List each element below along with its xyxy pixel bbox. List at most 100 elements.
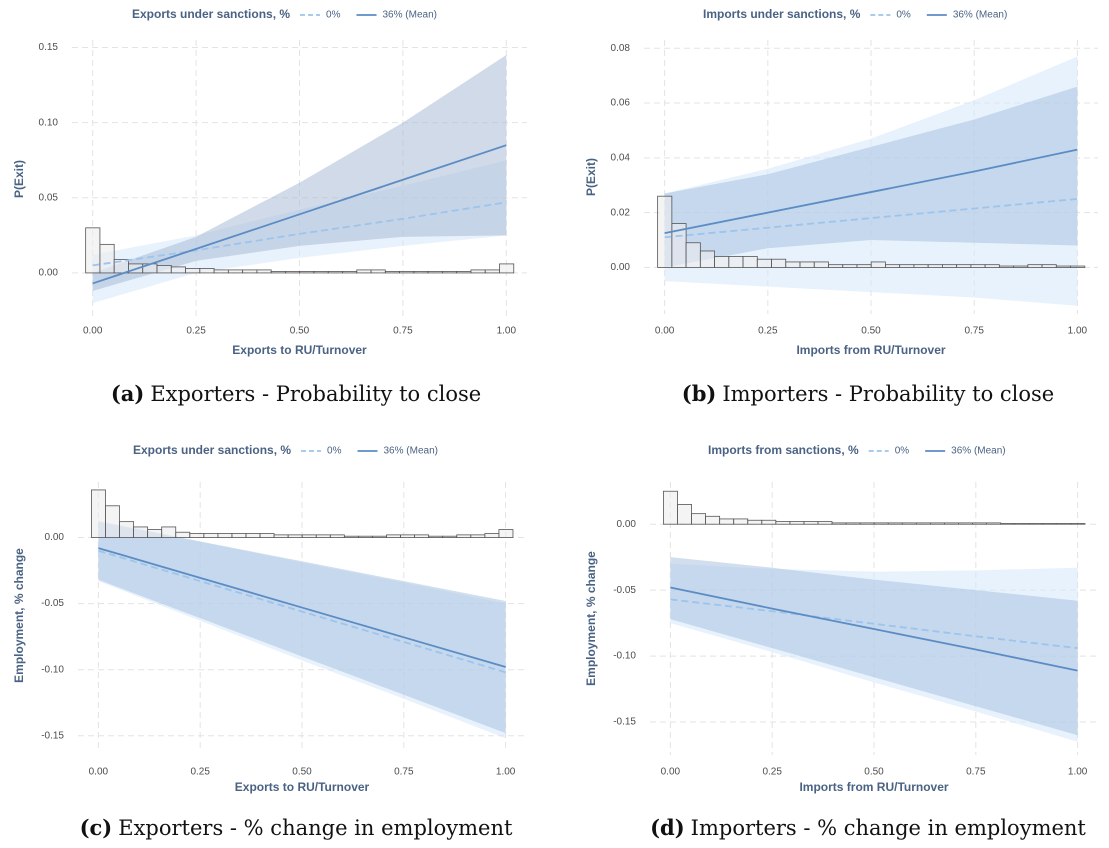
- legend-title: Exports under sanctions, %: [132, 7, 290, 21]
- histogram-bar: [342, 271, 358, 274]
- histogram-bar: [785, 261, 801, 268]
- histogram-bar: [1013, 265, 1029, 268]
- x-tick-label: 1.00: [1068, 767, 1088, 778]
- histogram-bar: [245, 533, 261, 538]
- histogram-bar: [414, 534, 430, 538]
- histogram-bar: [870, 261, 886, 268]
- y-tick-label: 0.00: [39, 268, 59, 279]
- histogram-bar: [170, 266, 186, 274]
- histogram-bar: [927, 264, 943, 268]
- series-line: [664, 198, 1078, 239]
- histogram-bar: [842, 264, 858, 268]
- caption-label: (c): [80, 815, 113, 840]
- histogram-bar: [400, 534, 416, 538]
- caption-label: (a): [111, 381, 144, 406]
- x-tick-label: 1.00: [496, 767, 516, 778]
- legend-label: 0%: [895, 446, 910, 457]
- histogram-bar: [761, 519, 777, 525]
- histogram-bar: [775, 521, 791, 525]
- histogram-bar: [1014, 523, 1030, 525]
- x-tick-label: 0.50: [864, 767, 884, 778]
- legend-label: 0%: [896, 10, 911, 21]
- confidence-band: [670, 557, 1078, 736]
- histogram-bar: [1070, 523, 1086, 525]
- histogram-bar: [343, 535, 359, 538]
- histogram-bar: [859, 522, 875, 525]
- y-axis-title: Employment, % change: [584, 551, 598, 686]
- histogram-bar: [372, 535, 387, 538]
- legend-label: 36% (Mean): [383, 10, 437, 21]
- confidence-band: [664, 86, 1078, 268]
- histogram-bar: [356, 269, 372, 274]
- histogram-bar: [428, 535, 444, 538]
- y-axis-title: P(Exit): [12, 160, 26, 198]
- series-line: [98, 547, 506, 668]
- histogram-bar: [887, 522, 903, 525]
- histogram-bar: [217, 533, 233, 538]
- x-axis-title: Imports from RU/Turnover: [796, 343, 945, 357]
- histogram-bar: [105, 505, 120, 538]
- legend-title: Exports under sanctions, %: [133, 443, 291, 457]
- y-tick-label: 0.02: [611, 207, 631, 218]
- histogram-bar: [1055, 265, 1071, 268]
- x-axis-title: Exports to RU/Turnover: [235, 780, 370, 794]
- caption-text: Importers - % change in employment: [691, 816, 1087, 840]
- histogram-bar: [498, 529, 514, 538]
- histogram-bar: [1042, 523, 1058, 525]
- histogram-bar: [714, 256, 730, 268]
- histogram-bar: [370, 269, 386, 274]
- x-tick-label: 0.50: [292, 767, 312, 778]
- histogram-bar: [984, 264, 1000, 268]
- histogram-bar: [1027, 264, 1043, 268]
- series-line: [92, 201, 507, 267]
- x-tick-label: 0.00: [661, 767, 681, 778]
- histogram-bar: [213, 269, 229, 274]
- histogram-bar: [1000, 523, 1016, 525]
- histogram-bar: [285, 271, 301, 274]
- legend-label: 36% (Mean): [384, 446, 438, 457]
- histogram-bar: [915, 522, 931, 525]
- histogram-bar: [175, 531, 191, 538]
- histogram-bar: [329, 534, 345, 538]
- x-tick-label: 0.75: [393, 326, 413, 337]
- caption-text: Exporters - Probability to close: [150, 382, 481, 406]
- histogram-bar: [386, 534, 401, 538]
- histogram-bar: [442, 271, 458, 274]
- histogram-bar: [998, 265, 1014, 268]
- panel: 0.00 0.05 0.10 0.15 0.00 0.25 0.50 0.75 1.00 Expo…: [12, 7, 527, 406]
- x-tick-label: 0.75: [964, 326, 984, 337]
- caption-label: (d): [650, 815, 685, 840]
- histogram-bar: [677, 504, 692, 525]
- histogram-bar: [273, 534, 289, 538]
- histogram-bar: [133, 526, 149, 538]
- histogram-bar: [685, 242, 701, 268]
- histogram-bar: [728, 256, 744, 268]
- histogram-bar: [789, 521, 805, 525]
- histogram-bar: [873, 522, 889, 525]
- histogram-bar: [1041, 264, 1057, 268]
- panel: -0.15 -0.10 -0.05 0.00 0.00 0.25 0.50 0.75 1.00 E…: [12, 443, 526, 840]
- x-tick-label: 0.75: [966, 767, 986, 778]
- x-tick-label: 0.25: [762, 767, 782, 778]
- histogram-bar: [270, 271, 286, 274]
- series-line: [670, 598, 1078, 650]
- histogram-bar: [327, 271, 343, 274]
- caption-text: Importers - Probability to close: [722, 382, 1054, 406]
- histogram-bar: [944, 522, 959, 525]
- y-axis-title: Employment, % change: [12, 548, 26, 683]
- histogram-bar: [942, 264, 958, 268]
- series-line: [92, 144, 507, 285]
- histogram-bar: [663, 490, 678, 525]
- histogram-bar: [756, 258, 772, 268]
- y-tick-label: 0.00: [617, 519, 637, 530]
- histogram-bar: [747, 519, 763, 525]
- histogram-bar: [813, 261, 829, 268]
- confidence-band: [92, 55, 507, 291]
- histogram-bar: [958, 522, 973, 525]
- histogram-bar: [119, 521, 134, 538]
- panel: -0.15 -0.10 -0.05 0.00 0.00 0.25 0.50 0.75 1.00 I…: [584, 443, 1098, 840]
- x-tick-label: 0.00: [89, 767, 109, 778]
- caption: (b) Importers - Probability to close: [682, 381, 1054, 406]
- histogram-bar: [972, 522, 988, 525]
- histogram-bar: [85, 227, 101, 274]
